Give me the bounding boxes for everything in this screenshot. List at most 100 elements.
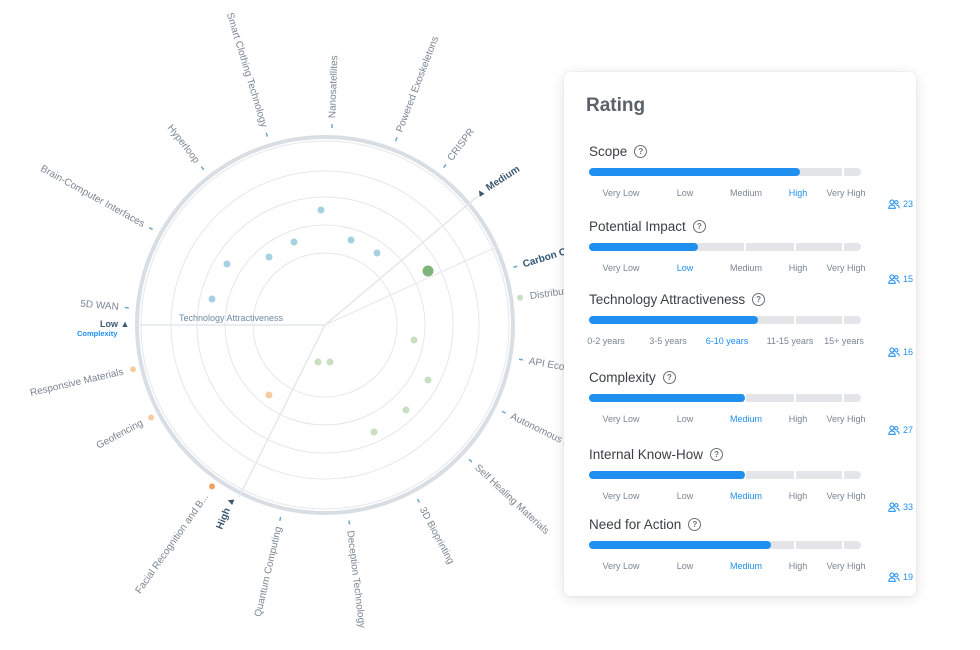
tick-label[interactable]: Very High — [826, 188, 866, 198]
tech-dot-6 — [208, 295, 216, 303]
tick-label[interactable]: Medium — [729, 491, 763, 501]
axis-line-medium — [324, 195, 479, 326]
tick-label[interactable]: Medium — [729, 414, 763, 424]
section-title: Scope — [589, 144, 628, 159]
tech-label[interactable]: Brain-Computer Interfaces — [38, 163, 146, 229]
tech-label[interactable]: Facial Recognition and B... — [134, 492, 212, 596]
rating-slider[interactable] — [589, 168, 861, 176]
tech-tick-9 — [416, 498, 421, 503]
tech-label[interactable]: Smart Clothing Technology — [224, 11, 269, 128]
tick-label[interactable]: Very Low — [602, 561, 640, 571]
slider-segment[interactable] — [844, 541, 861, 549]
tech-label[interactable]: Responsive Materials — [29, 367, 125, 399]
tick-label[interactable]: 11-15 years — [766, 336, 814, 346]
tech-label[interactable]: Self Healing Materials — [472, 463, 551, 537]
section-title: Internal Know-How — [589, 447, 704, 462]
high-label[interactable]: High ▲ — [215, 495, 238, 531]
tech-label[interactable]: Distribut — [529, 286, 567, 302]
tick-label[interactable]: 0-2 years — [587, 336, 625, 346]
help-icon[interactable]: ? — [710, 448, 724, 461]
tech-label[interactable]: Nanosatellites — [327, 55, 340, 118]
help-icon[interactable]: ? — [752, 293, 766, 306]
slider-segment[interactable] — [844, 316, 861, 324]
help-icon[interactable]: ? — [634, 145, 648, 158]
slider-segment[interactable] — [844, 394, 861, 402]
axis-line-high — [238, 324, 326, 498]
tick-label[interactable]: Very High — [826, 414, 866, 424]
low-label[interactable]: Low ▲ — [100, 319, 129, 329]
help-icon[interactable]: ? — [662, 371, 676, 384]
tech-label[interactable]: Deception Technology — [344, 530, 367, 629]
tick-label[interactable]: High — [788, 561, 808, 571]
slider-segment[interactable] — [746, 316, 794, 324]
tick-label[interactable]: High — [788, 491, 808, 501]
slider-segment[interactable] — [796, 541, 842, 549]
tick-label[interactable]: Low — [676, 561, 694, 571]
rating-slider[interactable] — [589, 316, 861, 324]
tick-label[interactable]: Low — [676, 188, 694, 198]
slider-segment[interactable] — [796, 471, 842, 479]
tick-label[interactable]: Medium — [729, 561, 763, 571]
slider-segment[interactable] — [796, 168, 842, 176]
tech-tick-8 — [468, 458, 473, 463]
slider-segment[interactable] — [796, 243, 842, 251]
rating-slider[interactable] — [589, 243, 861, 251]
voter-count[interactable]: 19 — [888, 572, 913, 582]
voter-count[interactable]: 33 — [888, 502, 913, 512]
tick-label[interactable]: 15+ years — [824, 336, 864, 346]
users-icon — [888, 274, 900, 284]
slider-segment[interactable] — [844, 471, 861, 479]
help-icon[interactable]: ? — [688, 518, 702, 531]
tick-label[interactable]: Very Low — [602, 414, 640, 424]
tick-label[interactable]: Low — [676, 414, 694, 424]
section-header: Scope? — [589, 144, 648, 159]
tech-dot-0 — [317, 206, 325, 214]
slider-fill — [589, 541, 772, 549]
tick-label[interactable]: Very Low — [602, 188, 640, 198]
tick-label[interactable]: Very High — [826, 491, 866, 501]
rating-slider[interactable] — [589, 541, 861, 549]
tick-label[interactable]: 3-5 years — [649, 336, 687, 346]
tech-label[interactable]: Powered Exoskeletons — [395, 35, 442, 134]
tick-label[interactable]: High — [788, 263, 808, 273]
tick-label[interactable]: Very Low — [602, 263, 640, 273]
tech-label[interactable]: Geofencing — [95, 418, 145, 452]
slider-segment[interactable] — [746, 471, 794, 479]
help-icon[interactable]: ? — [692, 220, 706, 233]
tech-label[interactable]: 5D WAN — [80, 299, 119, 313]
tick-label[interactable]: High — [788, 188, 808, 198]
rating-slider[interactable] — [589, 471, 861, 479]
voter-count[interactable]: 23 — [888, 199, 913, 209]
slider-segment[interactable] — [796, 394, 842, 402]
tech-dot-4 — [265, 253, 273, 261]
slider-segment[interactable] — [844, 168, 861, 176]
voter-count[interactable]: 27 — [888, 425, 913, 435]
tick-label[interactable]: Medium — [729, 188, 763, 198]
slider-segment[interactable] — [746, 394, 794, 402]
tech-label[interactable]: 3D Bioprinting — [417, 505, 456, 566]
tick-label[interactable]: Very High — [826, 263, 866, 273]
slider-segment[interactable] — [694, 243, 744, 251]
section-header: Complexity? — [589, 370, 676, 385]
voter-count[interactable]: 16 — [888, 347, 913, 357]
tick-label[interactable]: Very Low — [602, 491, 640, 501]
voter-count[interactable]: 15 — [888, 274, 913, 284]
tick-label[interactable]: Medium — [729, 263, 763, 273]
tech-label[interactable]: Quantum Computing — [253, 526, 284, 618]
tick-label[interactable]: Very High — [826, 561, 866, 571]
tick-label[interactable]: Low — [676, 491, 694, 501]
tick-label[interactable]: High — [788, 414, 808, 424]
tech-dot-12 — [370, 428, 378, 436]
medium-label[interactable]: ▲ Medium — [474, 164, 522, 201]
tech-dot-5 — [223, 260, 231, 268]
slider-segment[interactable] — [746, 243, 794, 251]
tick-label[interactable]: Low — [676, 263, 694, 273]
tick-label[interactable]: 6-10 years — [705, 336, 749, 346]
slider-segment[interactable] — [796, 316, 842, 324]
rating-slider[interactable] — [589, 394, 861, 402]
complexity-label[interactable]: Complexity — [77, 329, 118, 338]
slider-segment[interactable] — [844, 243, 861, 251]
tech-label[interactable]: CRISPR — [446, 126, 478, 163]
tech-label[interactable]: Hyperloop — [165, 123, 202, 166]
